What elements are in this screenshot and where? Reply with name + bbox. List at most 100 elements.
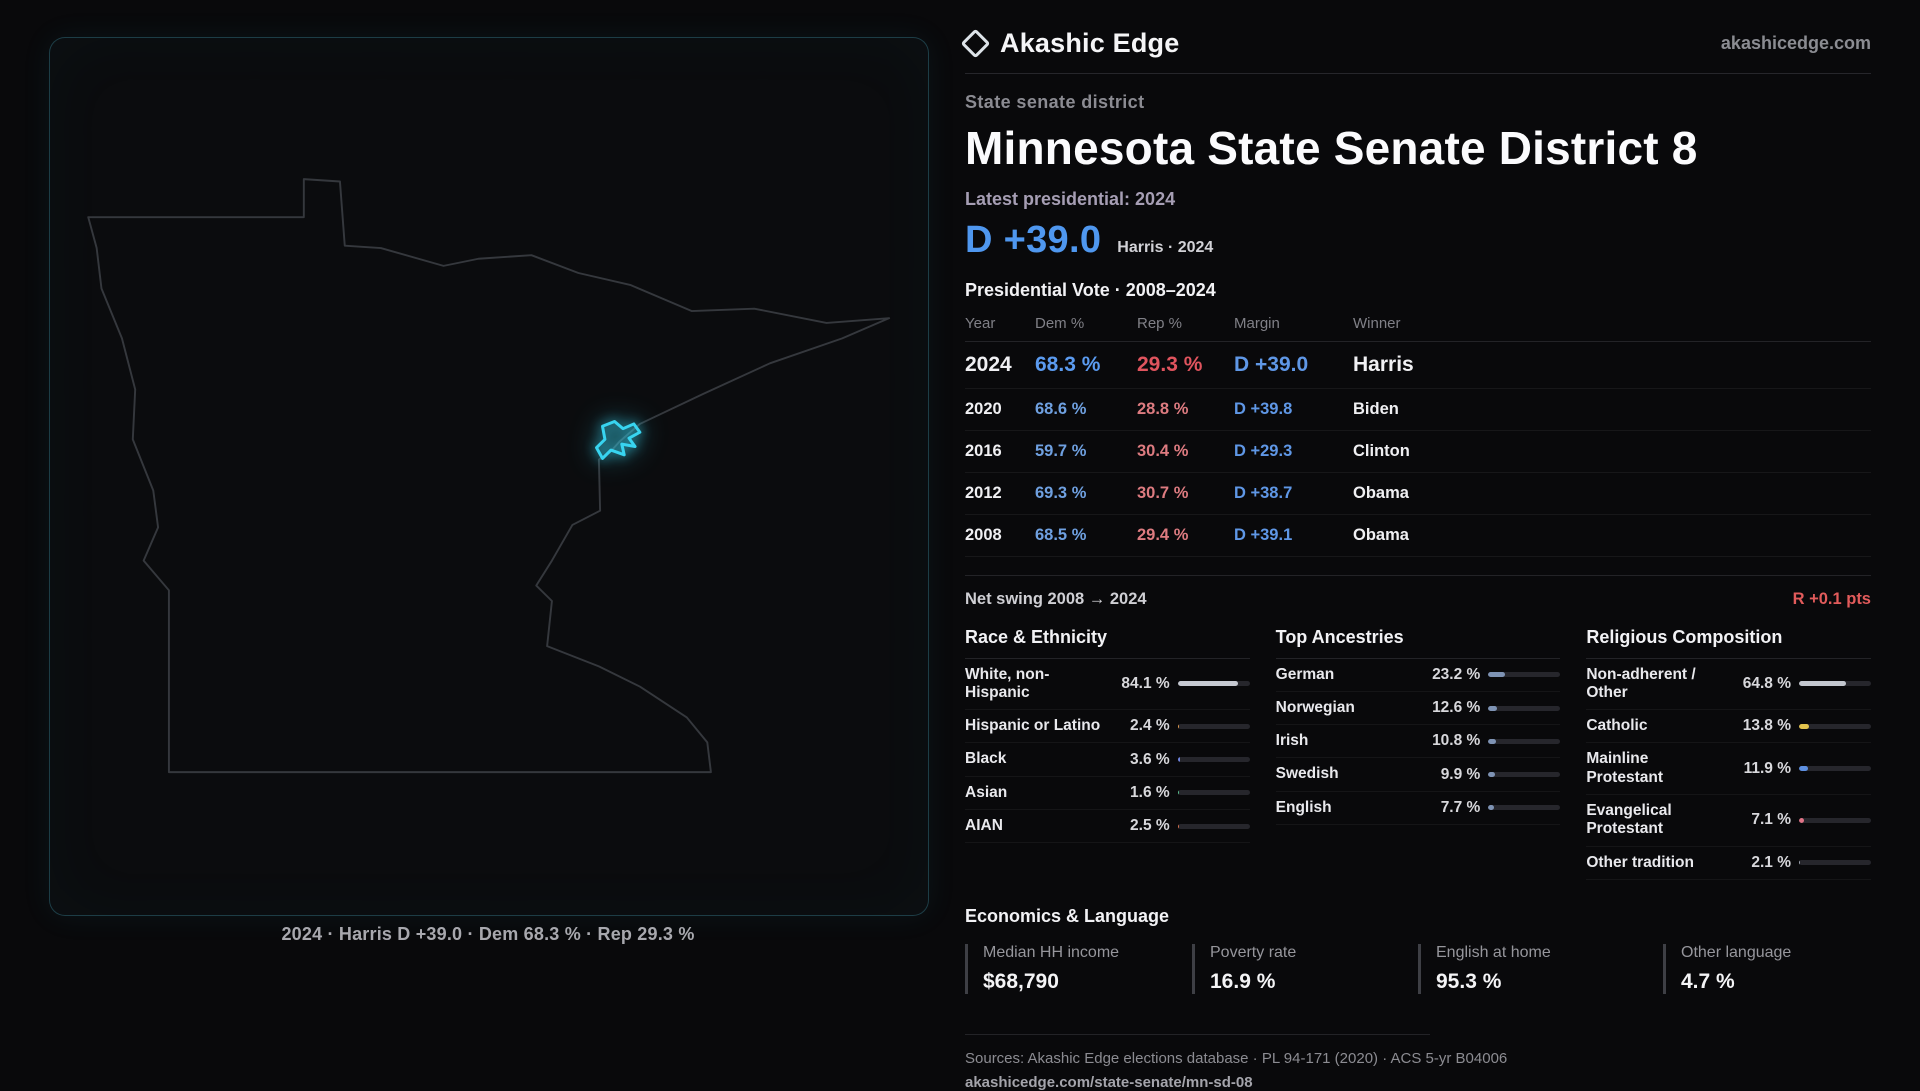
- table-body: 2024 68.3 % 29.3 % D +39.0 Harris 2020 68.6 % 2…: [965, 342, 1871, 557]
- stat-bar: [1798, 766, 1871, 772]
- stat-bar-fill: [1798, 681, 1846, 687]
- column-header: Year: [965, 314, 996, 332]
- dem-share-cell: 69.3 %: [1035, 483, 1087, 502]
- stat-bar: [1488, 705, 1561, 711]
- website-link[interactable]: akashicedge.com: [1720, 33, 1871, 53]
- stat-label: Median HH income: [983, 943, 1120, 961]
- dem-share-cell: 68.5 %: [1035, 525, 1087, 544]
- net-swing-row: Net swing 2008 → 2024 R +0.1 pts: [965, 590, 1871, 609]
- stat-value: 13.8 %: [1742, 717, 1791, 735]
- stat-bar: [1177, 823, 1250, 829]
- rep-share-cell: 28.8 %: [1137, 399, 1189, 418]
- section-title: Religious Composition: [1586, 626, 1783, 647]
- stat-bar: [1177, 723, 1250, 729]
- page-header: Akashic Edge akashicedge.com: [960, 0, 1871, 59]
- stat-label: English: [1275, 798, 1332, 816]
- stat-bar-fill: [1177, 723, 1180, 729]
- headline-margin-row: D +39.0 Harris · 2024: [965, 219, 1871, 262]
- stat-bar: [1798, 817, 1871, 823]
- vote-table-title: Presidential Vote · 2008–2024: [965, 279, 1216, 300]
- stat-value: 95.3 %: [1436, 969, 1502, 993]
- stat-bar-fill: [1798, 860, 1801, 866]
- economics-stat-card: Median HH income $68,790: [965, 943, 1192, 994]
- permalink[interactable]: akashicedge.com/state-senate/mn-sd-08: [965, 1073, 1253, 1091]
- winner-cell: Obama: [1353, 525, 1409, 544]
- stat-label: Mainline Protestant: [1586, 750, 1663, 786]
- stat-value: 7.7 %: [1440, 798, 1481, 816]
- demographics-grid: Race & Ethnicity White, non-Hispanic 84.1 …: [965, 627, 1871, 880]
- stat-value: 2.1 %: [1751, 853, 1791, 871]
- stat-value: 84.1 %: [1121, 674, 1170, 692]
- winner-cell: Clinton: [1353, 441, 1410, 460]
- year-cell: 2024: [965, 352, 1012, 376]
- stat-bar-fill: [1488, 672, 1506, 678]
- rep-share-cell: 30.4 %: [1137, 441, 1189, 460]
- stat-bar: [1177, 790, 1250, 796]
- stat-label: Other language: [1681, 943, 1792, 961]
- section-divider: [965, 657, 1250, 659]
- margin-cell: D +38.7: [1234, 483, 1293, 502]
- stat-row: Other tradition 2.1 %: [1586, 847, 1871, 880]
- year-cell: 2016: [965, 441, 1002, 460]
- table-row: 2024 68.3 % 29.3 % D +39.0 Harris: [965, 342, 1871, 389]
- economics-stat-card: Other language 4.7 %: [1663, 943, 1871, 994]
- dem-share-cell: 68.6 %: [1035, 399, 1087, 418]
- winner-cell: Biden: [1353, 399, 1399, 418]
- brand: Akashic Edge: [960, 28, 1180, 59]
- stat-bar: [1798, 681, 1871, 687]
- stat-label: English at home: [1436, 943, 1551, 961]
- detail-column: Akashic Edge akashicedge.com State senat…: [960, 0, 1871, 1091]
- stat-label: Catholic: [1586, 717, 1648, 735]
- stat-row: Irish 10.8 %: [1275, 725, 1561, 759]
- demographics-section: Religious Composition Non-adherent / Othe…: [1586, 627, 1871, 880]
- headline-margin-value: D +39.0: [965, 218, 1102, 261]
- page-title: Minnesota State Senate District 8: [965, 122, 1698, 174]
- headline-margin-context: Harris · 2024: [1117, 238, 1214, 256]
- stat-row: White, non-Hispanic 84.1 %: [965, 659, 1250, 711]
- stat-bar: [1488, 738, 1561, 744]
- stat-label: Hispanic or Latino: [965, 717, 1101, 735]
- margin-cell: D +39.1: [1234, 525, 1293, 544]
- stat-row: Asian 1.6 %: [965, 777, 1250, 810]
- stat-row: Mainline Protestant 11.9 %: [1586, 743, 1871, 795]
- section-divider: [1586, 657, 1871, 659]
- column-header: Margin: [1234, 314, 1280, 332]
- latest-presidential-label: Latest presidential: 2024: [965, 188, 1176, 209]
- stat-value: $68,790: [983, 969, 1059, 993]
- stat-row: German 23.2 %: [1275, 659, 1561, 692]
- stat-value: 9.9 %: [1440, 765, 1481, 783]
- presidential-vote-table: Year Dem % Rep % Margin Winner 2024 68.3 % 29.…: [965, 315, 1871, 557]
- stat-label: Swedish: [1275, 765, 1339, 783]
- net-swing-value: R +0.1 pts: [1792, 589, 1871, 608]
- brand-name: Akashic Edge: [1000, 28, 1180, 58]
- stat-bar: [1798, 860, 1871, 866]
- margin-cell: D +29.3: [1234, 441, 1293, 460]
- table-row: 2008 68.5 % 29.4 % D +39.1 Obama: [965, 515, 1871, 557]
- stat-bar-fill: [1177, 823, 1180, 829]
- year-cell: 2020: [965, 399, 1002, 418]
- stat-label: Irish: [1275, 732, 1309, 750]
- stat-value: 7.1 %: [1751, 811, 1791, 829]
- column-header: Dem %: [1035, 314, 1085, 332]
- margin-cell: D +39.8: [1234, 399, 1293, 418]
- stat-bar-fill: [1488, 705, 1498, 711]
- district8-shape: [594, 420, 642, 460]
- stat-bar: [1488, 805, 1561, 811]
- stat-label: AIAN: [965, 817, 1003, 834]
- rep-share-cell: 29.3 %: [1137, 352, 1203, 376]
- stat-bar: [1177, 757, 1250, 763]
- stat-label: Poverty rate: [1210, 943, 1297, 961]
- economics-cards: Median HH income $68,790 Poverty rate 16.9 …: [965, 943, 1871, 994]
- demographics-section: Race & Ethnicity White, non-Hispanic 84.1 …: [965, 627, 1250, 880]
- stat-bar: [1177, 681, 1250, 687]
- minnesota-map: [87, 178, 891, 774]
- minnesota-outline: [87, 178, 891, 774]
- column-header: Rep %: [1137, 314, 1183, 332]
- stat-label: Norwegian: [1275, 698, 1355, 716]
- stat-row: Hispanic or Latino 2.4 %: [965, 710, 1250, 744]
- stat-bar-fill: [1798, 766, 1808, 772]
- table-header-row: Year Dem % Rep % Margin Winner: [965, 315, 1871, 342]
- stat-value: 16.9 %: [1210, 969, 1276, 993]
- header-divider: [965, 73, 1871, 74]
- stat-value: 64.8 %: [1742, 674, 1791, 692]
